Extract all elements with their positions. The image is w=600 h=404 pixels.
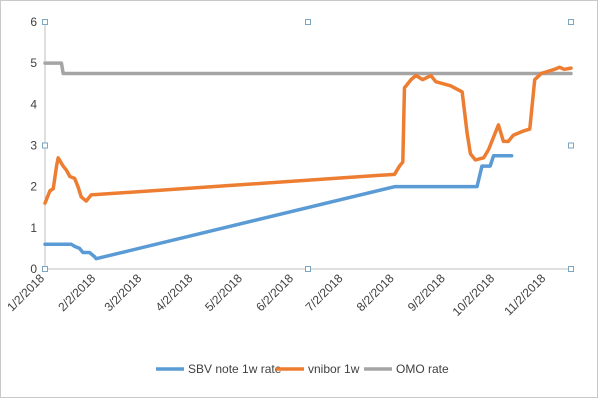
selection-handle[interactable]	[568, 142, 574, 149]
selection-handle[interactable]	[42, 142, 48, 149]
series-layer	[43, 61, 573, 261]
series-line	[43, 61, 573, 76]
legend: SBV note 1w rate vnibor 1w OMO rate	[156, 362, 449, 376]
selection-handle[interactable]	[568, 266, 574, 272]
legend-label: SBV note 1w rate	[188, 362, 282, 376]
x-axis: 1/2/2018 2/2/2018 3/2/2018 4/2/2018 5/2/2018…	[4, 268, 571, 319]
x-tick-label: 6/2/2018	[253, 271, 296, 314]
series-line	[43, 65, 573, 205]
x-tick-label: 8/2/2018	[354, 271, 397, 314]
y-tick-labels: 0 1 2 3 4 5 6	[30, 15, 37, 276]
selection-handle[interactable]	[305, 266, 311, 272]
series-line	[43, 154, 514, 261]
x-tick-labels: 1/2/2018 2/2/2018 3/2/2018 4/2/2018 5/2/2018…	[4, 271, 548, 319]
legend-label: vnibor 1w	[308, 362, 360, 376]
x-tick-label: 1/2/2018	[4, 271, 47, 314]
y-tick-label: 3	[30, 139, 37, 153]
y-tick-label: 5	[30, 56, 37, 70]
selection-handle[interactable]	[42, 266, 48, 272]
x-tick-label: 10/2/2018	[450, 271, 498, 319]
x-tick-label: 7/2/2018	[303, 271, 346, 314]
y-tick-label: 0	[30, 262, 37, 276]
x-tick-label: 9/2/2018	[405, 271, 448, 314]
x-tick-label: 2/2/2018	[55, 271, 98, 314]
selection-handles	[42, 19, 574, 272]
selection-handle[interactable]	[305, 19, 311, 25]
y-tick-label: 6	[30, 15, 37, 29]
x-tick-label: 5/2/2018	[202, 271, 245, 314]
x-tick-label: 11/2/2018	[501, 271, 548, 318]
y-tick-label: 1	[30, 221, 37, 235]
x-tick-label: 4/2/2018	[153, 271, 196, 314]
x-tick-label: 3/2/2018	[101, 271, 144, 314]
selection-handle[interactable]	[568, 19, 574, 25]
y-tick-label: 4	[30, 97, 37, 111]
y-tick-label: 2	[30, 180, 37, 194]
selection-handle[interactable]	[42, 19, 48, 25]
legend-label: OMO rate	[396, 362, 449, 376]
